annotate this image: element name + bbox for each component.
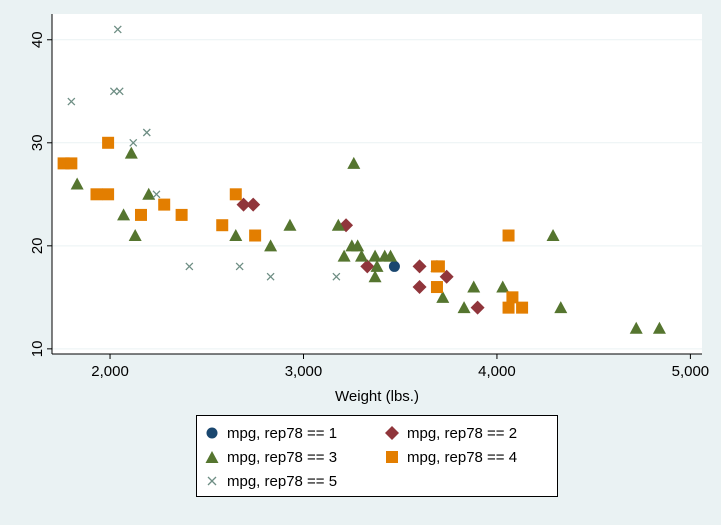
point-square bbox=[430, 281, 443, 294]
point-x bbox=[129, 138, 138, 147]
point-triangle bbox=[546, 229, 560, 242]
point-triangle bbox=[384, 249, 398, 262]
point-triangle bbox=[368, 249, 382, 262]
point-x bbox=[115, 87, 124, 96]
point-triangle bbox=[128, 229, 142, 242]
point-triangle bbox=[355, 249, 369, 262]
point-square bbox=[134, 208, 147, 221]
point-triangle bbox=[457, 301, 471, 314]
point-triangle bbox=[351, 239, 365, 252]
legend-label: mpg, rep78 == 1 bbox=[227, 424, 338, 442]
point-x bbox=[266, 272, 275, 281]
point-diamond bbox=[236, 197, 251, 212]
point-square bbox=[502, 301, 515, 314]
legend-item-rep78-1: mpg, rep78 == 1 bbox=[205, 422, 337, 444]
point-x bbox=[152, 190, 161, 199]
legend-label: mpg, rep78 == 4 bbox=[407, 448, 518, 466]
point-square bbox=[175, 208, 188, 221]
legend-item-rep78-5: mpg, rep78 == 5 bbox=[205, 470, 337, 492]
point-triangle bbox=[347, 156, 361, 169]
y-tick-label: 10 bbox=[29, 341, 46, 358]
point-x bbox=[67, 97, 76, 106]
point-square bbox=[506, 291, 519, 304]
point-diamond bbox=[412, 280, 427, 295]
point-x bbox=[113, 25, 122, 34]
legend-item-rep78-4: mpg, rep78 == 4 bbox=[385, 446, 517, 468]
point-triangle bbox=[264, 239, 278, 252]
point-square bbox=[216, 219, 229, 232]
point-triangle bbox=[629, 321, 643, 334]
point-square bbox=[90, 188, 103, 201]
grid-lines bbox=[52, 39, 702, 350]
point-triangle bbox=[496, 280, 510, 293]
legend-item-rep78-3: mpg, rep78 == 3 bbox=[205, 446, 337, 468]
point-triangle bbox=[467, 280, 481, 293]
y-axis-ticks: 10 20 30 40 bbox=[29, 31, 52, 357]
plot-area bbox=[52, 14, 702, 354]
x-tick-label: 5,000 bbox=[672, 363, 710, 380]
point-circle bbox=[388, 260, 400, 272]
point-square bbox=[158, 198, 171, 211]
legend-item-rep78-2: mpg, rep78 == 2 bbox=[385, 422, 517, 444]
y-tick-label: 30 bbox=[29, 134, 46, 151]
point-diamond bbox=[246, 197, 261, 212]
point-square bbox=[65, 157, 78, 170]
x-axis-title: Weight (lbs.) bbox=[335, 388, 419, 405]
point-triangle bbox=[436, 290, 450, 303]
point-x bbox=[142, 128, 151, 137]
point-square bbox=[502, 229, 515, 242]
point-triangle bbox=[337, 249, 351, 262]
point-x bbox=[185, 262, 194, 271]
circle-marker-icon bbox=[206, 427, 218, 439]
point-square bbox=[516, 301, 529, 314]
point-triangle bbox=[554, 301, 568, 314]
point-x bbox=[109, 87, 118, 96]
point-triangle bbox=[142, 187, 156, 200]
point-triangle bbox=[652, 321, 666, 334]
legend: mpg, rep78 == 1 mpg, rep78 == 2 mpg, rep… bbox=[196, 415, 558, 497]
point-x bbox=[332, 272, 341, 281]
y-tick-label: 20 bbox=[29, 237, 46, 254]
point-x bbox=[235, 262, 244, 271]
y-tick-label: 40 bbox=[29, 31, 46, 48]
point-triangle bbox=[124, 146, 138, 159]
point-triangle bbox=[229, 229, 243, 242]
square-marker-icon bbox=[386, 451, 398, 463]
point-square bbox=[229, 188, 242, 201]
x-tick-label: 4,000 bbox=[478, 363, 516, 380]
diamond-marker-icon bbox=[385, 426, 399, 440]
legend-label: mpg, rep78 == 3 bbox=[227, 448, 338, 466]
point-square bbox=[102, 136, 115, 149]
point-diamond bbox=[412, 259, 427, 274]
point-triangle bbox=[70, 177, 84, 190]
point-square bbox=[249, 229, 262, 242]
triangle-marker-icon bbox=[205, 451, 219, 463]
point-triangle bbox=[283, 218, 297, 231]
point-square bbox=[102, 188, 115, 201]
point-triangle bbox=[331, 218, 345, 231]
point-triangle bbox=[117, 208, 131, 221]
x-marker-icon bbox=[207, 476, 217, 486]
legend-label: mpg, rep78 == 5 bbox=[227, 472, 338, 490]
point-diamond bbox=[439, 269, 454, 284]
x-axis-ticks: 2,000 3,000 4,000 5,000 bbox=[91, 354, 709, 380]
x-tick-label: 3,000 bbox=[285, 363, 323, 380]
point-triangle bbox=[370, 259, 384, 272]
point-diamond bbox=[360, 259, 375, 274]
point-triangle bbox=[368, 270, 382, 283]
data-points bbox=[57, 25, 666, 334]
legend-label: mpg, rep78 == 2 bbox=[407, 424, 518, 442]
point-diamond bbox=[470, 300, 485, 315]
point-square bbox=[432, 260, 445, 273]
x-tick-label: 2,000 bbox=[91, 363, 129, 380]
